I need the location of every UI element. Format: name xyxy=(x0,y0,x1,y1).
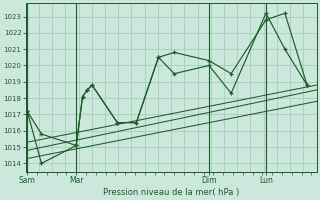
X-axis label: Pression niveau de la mer( hPa ): Pression niveau de la mer( hPa ) xyxy=(103,188,239,197)
